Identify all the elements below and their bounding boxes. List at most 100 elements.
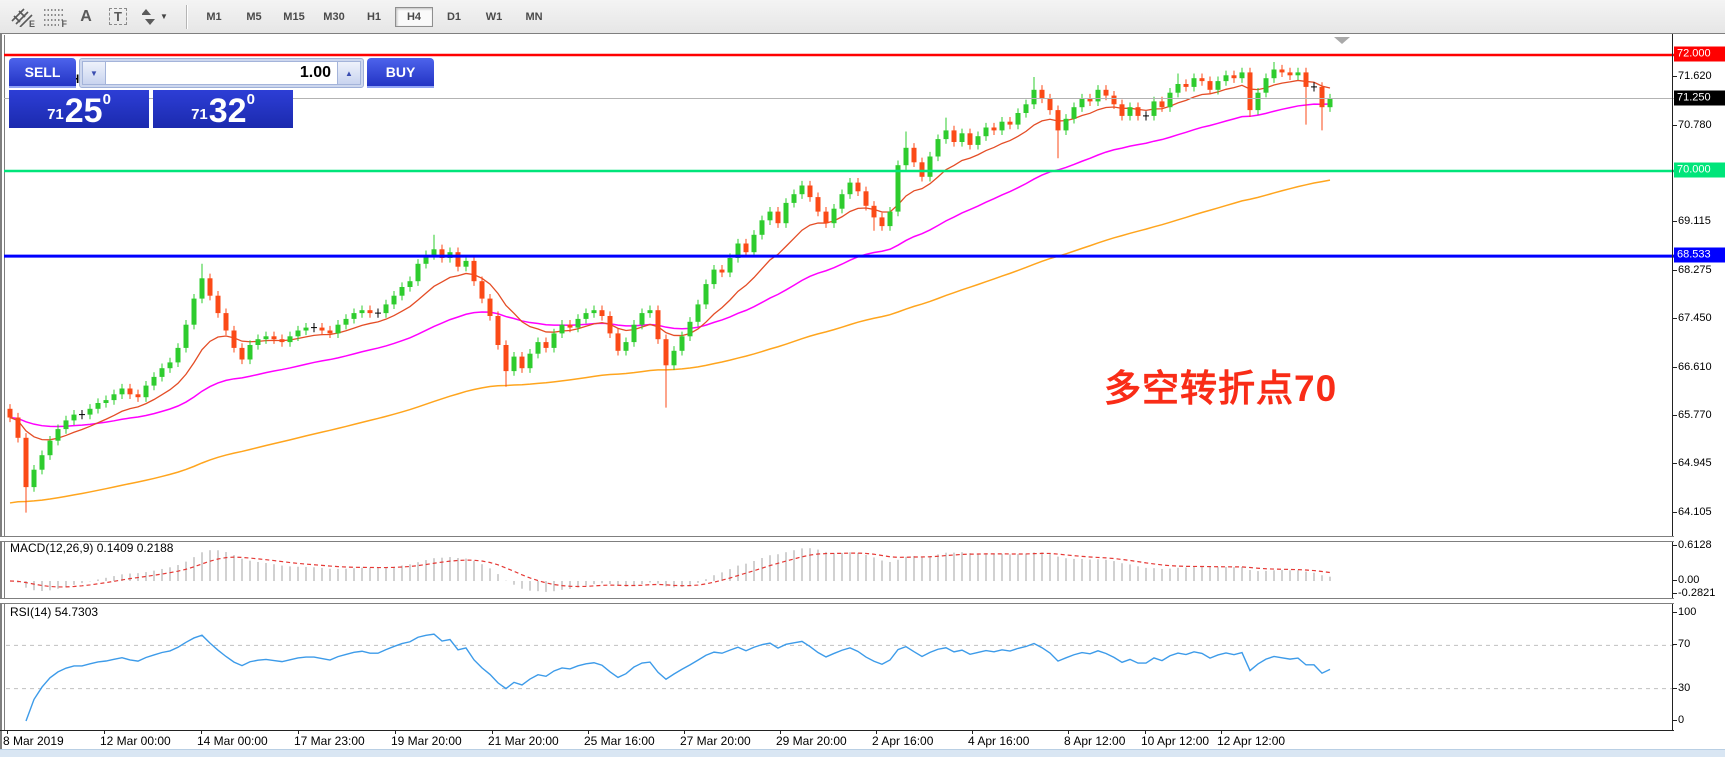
price-axis-label: 66.610 <box>1678 360 1712 373</box>
volume-decrease-button[interactable]: ▼ <box>82 61 106 85</box>
price-axis-label: 71.620 <box>1678 70 1712 83</box>
timeframe-button-m30[interactable]: M30 <box>323 10 345 23</box>
price-tick-mark <box>1672 221 1677 223</box>
timeframe-button-d1[interactable]: D1 <box>446 10 462 23</box>
equidistant-channel-icon[interactable]: E <box>7 5 37 29</box>
macd-tick-mark <box>1672 593 1677 594</box>
buy-price-display[interactable]: 71 32 0 <box>153 90 293 128</box>
time-tick-mark <box>104 730 105 734</box>
price-axis-label: 64.105 <box>1678 505 1712 518</box>
text-icon[interactable]: A <box>80 7 92 25</box>
price-badge: 71.250 <box>1674 90 1725 105</box>
chevron-down-icon: ▼ <box>160 12 168 21</box>
rsi-tick-mark <box>1672 720 1677 721</box>
time-axis-label: 8 Mar 2019 <box>3 734 64 748</box>
time-axis-label: 29 Mar 20:00 <box>776 734 847 748</box>
time-tick-mark <box>201 730 202 734</box>
one-click-trading-panel: SELL ▼ ▲ BUY 71 25 0 71 32 0 <box>9 58 434 128</box>
price-tick-mark <box>1672 511 1677 513</box>
macd-label: MACD(12,26,9) 0.1409 0.2188 <box>10 541 174 555</box>
price-axis-label: 64.945 <box>1678 457 1712 470</box>
chart-canvas[interactable] <box>2 34 1725 757</box>
price-tick-mark <box>1672 270 1677 272</box>
time-tick-mark <box>1145 730 1146 734</box>
macd-axis-label: 0.00 <box>1678 574 1700 586</box>
rsi-axis-label: 70 <box>1678 638 1691 651</box>
pane-splitter-macd[interactable] <box>0 536 1674 542</box>
timeframe-button-h4[interactable]: H4 <box>395 6 433 27</box>
chart-window: ▲ UKOil-,H4 71.210 71.270 71.190 71.250 … <box>0 33 1725 757</box>
annotation-text[interactable]: 多空转折点70 <box>1104 368 1338 409</box>
price-tick-mark <box>1672 366 1677 368</box>
time-axis-label: 14 Mar 00:00 <box>197 734 268 748</box>
rsi-label: RSI(14) 54.7303 <box>10 605 99 619</box>
rsi-tick-mark <box>1672 612 1677 613</box>
timeframe-button-h1[interactable]: H1 <box>366 10 382 23</box>
rsi-tick-mark <box>1672 687 1677 689</box>
price-badge: 70.000 <box>1674 162 1725 178</box>
timeframe-button-mn[interactable]: MN <box>525 10 543 23</box>
time-tick-mark <box>298 730 299 734</box>
macd-axis-label: 0.6128 <box>1678 539 1712 551</box>
time-tick-mark <box>972 730 973 734</box>
time-tick-mark <box>492 730 493 734</box>
time-axis-label: 27 Mar 20:00 <box>680 734 751 748</box>
time-tick-mark <box>684 730 685 734</box>
macd-values: 0.1409 0.2188 <box>96 541 174 555</box>
price-axis-label: 67.450 <box>1678 311 1712 324</box>
price-badge: 68.533 <box>1674 247 1725 263</box>
text-label-icon[interactable]: T <box>103 5 133 29</box>
time-tick-mark <box>1068 730 1069 734</box>
time-axis-line <box>0 730 1674 731</box>
price-axis-label: 70.780 <box>1678 118 1712 131</box>
sell-price-display[interactable]: 71 25 0 <box>9 90 149 128</box>
fibonacci-retracement-icon[interactable]: F <box>44 8 67 29</box>
buy-button[interactable]: BUY <box>367 58 434 88</box>
price-axis-label: 68.275 <box>1678 264 1712 277</box>
price-tick-mark <box>1672 463 1677 465</box>
price-badge: 72.000 <box>1674 46 1725 62</box>
time-axis-label: 8 Apr 12:00 <box>1064 734 1126 748</box>
pane-splitter-rsi[interactable] <box>0 598 1674 604</box>
price-tick-mark <box>1672 317 1677 319</box>
time-axis-label: 21 Mar 20:00 <box>488 734 559 748</box>
time-axis-label: 12 Mar 00:00 <box>100 734 171 748</box>
time-tick-mark <box>780 730 781 734</box>
time-axis-label: 4 Apr 16:00 <box>968 734 1030 748</box>
time-tick-mark <box>395 730 396 734</box>
rsi-tick-mark <box>1672 644 1677 646</box>
price-axis-label: 69.115 <box>1678 215 1711 228</box>
timeframe-button-m1[interactable]: M1 <box>206 10 222 23</box>
volume-stepper: ▼ ▲ <box>79 58 364 88</box>
macd-tick-mark <box>1672 545 1677 546</box>
sell-button[interactable]: SELL <box>9 58 76 88</box>
timeframe-button-m15[interactable]: M15 <box>283 10 305 23</box>
rsi-axis-label: 0 <box>1678 714 1685 726</box>
time-axis-label: 25 Mar 16:00 <box>584 734 655 748</box>
price-axis-label: 65.770 <box>1678 409 1712 422</box>
macd-tick-mark <box>1672 580 1677 581</box>
rsi-axis-label: 100 <box>1678 606 1697 618</box>
toolbar-separator <box>186 4 188 29</box>
timeframe-group: M1 M5 M15 M30 H1 H4 D1 W1 MN <box>194 6 554 27</box>
shift-marker-icon[interactable] <box>1334 37 1350 44</box>
time-tick-mark <box>876 730 877 734</box>
top-toolbar: E F A T ▼ M1 M5 M15 M30 H1 H4 D1 W1 MN <box>0 0 1725 34</box>
price-tick-mark <box>1672 76 1677 78</box>
time-tick-mark <box>7 730 8 734</box>
rsi-axis-label: 30 <box>1678 681 1691 694</box>
volume-increase-button[interactable]: ▲ <box>337 61 361 85</box>
time-axis-label: 2 Apr 16:00 <box>872 734 934 748</box>
horizontal-scrollbar[interactable] <box>0 749 1725 757</box>
timeframe-button-w1[interactable]: W1 <box>485 10 503 23</box>
volume-input[interactable] <box>106 61 337 85</box>
price-axis-border <box>1672 34 1673 730</box>
time-tick-mark <box>588 730 589 734</box>
time-axis-label: 12 Apr 12:00 <box>1217 734 1286 748</box>
arrows-icon[interactable]: ▼ <box>135 5 175 29</box>
timeframe-button-m5[interactable]: M5 <box>246 10 262 23</box>
rsi-value: 54.7303 <box>54 605 99 619</box>
time-tick-mark <box>1221 730 1222 734</box>
time-axis-label: 17 Mar 23:00 <box>294 734 365 748</box>
price-tick-mark <box>1672 415 1677 417</box>
